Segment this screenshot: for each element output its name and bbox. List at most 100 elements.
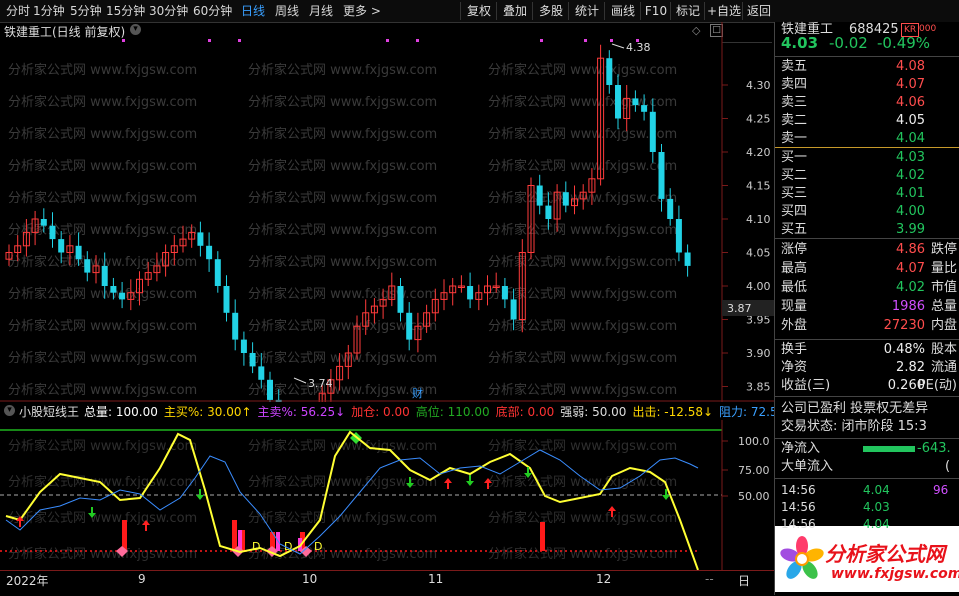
candle-body xyxy=(144,272,152,280)
x-axis: 2022年 9 10 11 12 -- 日 xyxy=(0,570,774,596)
quote-row-label: 最低 xyxy=(781,280,808,295)
quote-row: 卖四 4.07 xyxy=(779,76,957,94)
candle-body xyxy=(423,312,431,327)
period-toggle[interactable]: 日 xyxy=(738,574,751,588)
candle-body xyxy=(632,98,639,106)
tab-more[interactable]: 更多 > xyxy=(343,4,381,18)
candle-body xyxy=(206,245,213,260)
tab-5min[interactable]: 5分钟 xyxy=(70,4,102,18)
quote-row-value: 4.02 xyxy=(896,168,925,183)
up-arrow-icon xyxy=(142,520,150,531)
quote-row: 收益(三) 0.260 PE(动) xyxy=(779,377,957,395)
quote-row: 卖一 4.04 xyxy=(779,130,957,148)
watermark-text: 分析家公式网 www.fxjgsw.com xyxy=(248,94,437,110)
tick-row: 14:56 4.03 xyxy=(779,498,957,516)
quote-row-value: 4.07 xyxy=(896,77,925,92)
net-inflow-value: -643. xyxy=(917,441,951,456)
candle-body xyxy=(667,198,674,219)
candle-body xyxy=(606,58,613,85)
signal-bar xyxy=(238,530,242,551)
diamond-marker xyxy=(116,546,128,557)
add-watchlist-button[interactable]: +自选 xyxy=(704,2,743,20)
tab-15min[interactable]: 15分钟 xyxy=(106,4,146,18)
candle-body xyxy=(527,185,535,253)
watermark-text: 分析家公式网 www.fxjgsw.com xyxy=(248,62,437,78)
indicator-menu-icon[interactable]: ▾ xyxy=(4,405,15,416)
mark-button[interactable]: 标记 xyxy=(670,2,705,20)
d-label: D xyxy=(252,540,260,553)
tab-1min[interactable]: 1分钟 xyxy=(33,4,65,18)
x-label-nov: 11 xyxy=(428,572,444,586)
stats-button[interactable]: 统计 xyxy=(568,2,605,20)
candle-body xyxy=(31,218,39,233)
y-tick-label: 4.15 xyxy=(746,180,771,193)
signal-dot xyxy=(208,39,211,42)
tab-monthly[interactable]: 月线 xyxy=(309,4,334,18)
quote-row-value: 4.06 xyxy=(896,95,925,110)
quote-row-label: 买五 xyxy=(781,222,808,237)
indicator-item: 强弱: 50.00 xyxy=(560,405,627,419)
stock-name: 铁建重工 xyxy=(781,22,834,37)
tick-time: 14:56 xyxy=(781,517,816,531)
y-tick-label: 4.05 xyxy=(746,247,771,260)
tab-60min[interactable]: 60分钟 xyxy=(193,4,233,18)
diamond-icon[interactable]: ◇ xyxy=(692,24,701,37)
candle-body xyxy=(492,285,500,288)
signal-dot xyxy=(540,39,543,42)
signal-bar xyxy=(240,530,245,551)
candle-body xyxy=(58,239,65,253)
tab-weekly[interactable]: 周线 xyxy=(275,4,300,18)
candle-body xyxy=(22,231,30,247)
tab-fenshi[interactable]: 分时 xyxy=(6,4,31,18)
quote-row-right-label: PE(动) xyxy=(917,378,957,393)
multi-stock-button[interactable]: 多股 xyxy=(532,2,569,20)
financial-marker[interactable]: 财 xyxy=(412,386,423,400)
quote-row-value: 4.04 xyxy=(896,131,925,146)
main-chart-panel[interactable]: 铁建重工(日线 前复权) ▾ ◇ □ xyxy=(0,22,774,402)
candle-body xyxy=(484,285,491,294)
status-line-1: 公司已盈利 投票权无差异 xyxy=(781,401,929,416)
main-chart-title: 铁建重工(日线 前复权) xyxy=(4,25,126,39)
current-price: 4.03 xyxy=(781,34,819,52)
logo-text: 分析家公式网 xyxy=(825,542,945,566)
overlay-button[interactable]: 叠加 xyxy=(496,2,533,20)
watermark-text: 分析家公式网 www.fxjgsw.com xyxy=(488,546,677,562)
diamond-marker xyxy=(266,546,278,557)
watermark-text: 分析家公式网 www.fxjgsw.com xyxy=(8,438,197,454)
quote-row: 买一 4.03 xyxy=(779,149,957,167)
tick-price: 4.04 xyxy=(863,517,890,531)
watermark-text: 分析家公式网 www.fxjgsw.com xyxy=(488,474,677,490)
candle-body xyxy=(318,392,326,402)
candle-body xyxy=(66,245,74,254)
watermark-text: 分析家公式网 www.fxjgsw.com xyxy=(8,474,197,490)
tab-daily[interactable]: 日线 xyxy=(241,4,266,18)
candle-body xyxy=(658,152,665,199)
watermark-text: 分析家公式网 www.fxjgsw.com xyxy=(488,254,677,270)
quote-row-label: 卖五 xyxy=(781,59,808,74)
indicator-chart: 分析家公式网 www.fxjgsw.com 分析家公式网 www.fxjgsw.c… xyxy=(0,420,770,570)
tick-price: 4.03 xyxy=(863,500,890,514)
quote-row: 卖三 4.06 xyxy=(779,94,957,112)
draw-line-button[interactable]: 画线 xyxy=(604,2,641,20)
quote-row-value: 1986 xyxy=(891,299,925,314)
f10-button[interactable]: F10 xyxy=(640,2,671,20)
quote-row: 最高 4.07 量比 xyxy=(779,260,957,278)
watermark-text: 分析家公式网 www.fxjgsw.com xyxy=(248,546,437,562)
candle-body xyxy=(119,292,126,300)
quote-row-value: 4.02 xyxy=(896,280,925,295)
tab-30min[interactable]: 30分钟 xyxy=(149,4,189,18)
down-arrow-icon xyxy=(406,477,414,488)
watermark-text: 分析家公式网 www.fxjgsw.com xyxy=(8,254,197,270)
x-scroll[interactable]: -- xyxy=(705,572,714,586)
indicator-name[interactable]: 小股短线王 xyxy=(19,405,80,419)
signal-bar xyxy=(540,522,545,551)
fuquan-button[interactable]: 复权 xyxy=(460,2,497,20)
watermark-text: 分析家公式网 www.fxjgsw.com xyxy=(488,62,677,78)
quote-row-label: 涨停 xyxy=(781,242,808,257)
candle-body xyxy=(449,285,457,294)
candle-body xyxy=(440,292,448,300)
back-button[interactable]: 返回 xyxy=(742,2,775,20)
dropdown-icon[interactable]: ▾ xyxy=(130,24,141,35)
watermark-text: 分析家公式网 www.fxjgsw.com xyxy=(488,222,677,238)
indicator-header: ▾ 小股短线王 总量: 100.00 主买%: 30.00↑ 主卖%: 56.25↓… xyxy=(0,402,778,420)
